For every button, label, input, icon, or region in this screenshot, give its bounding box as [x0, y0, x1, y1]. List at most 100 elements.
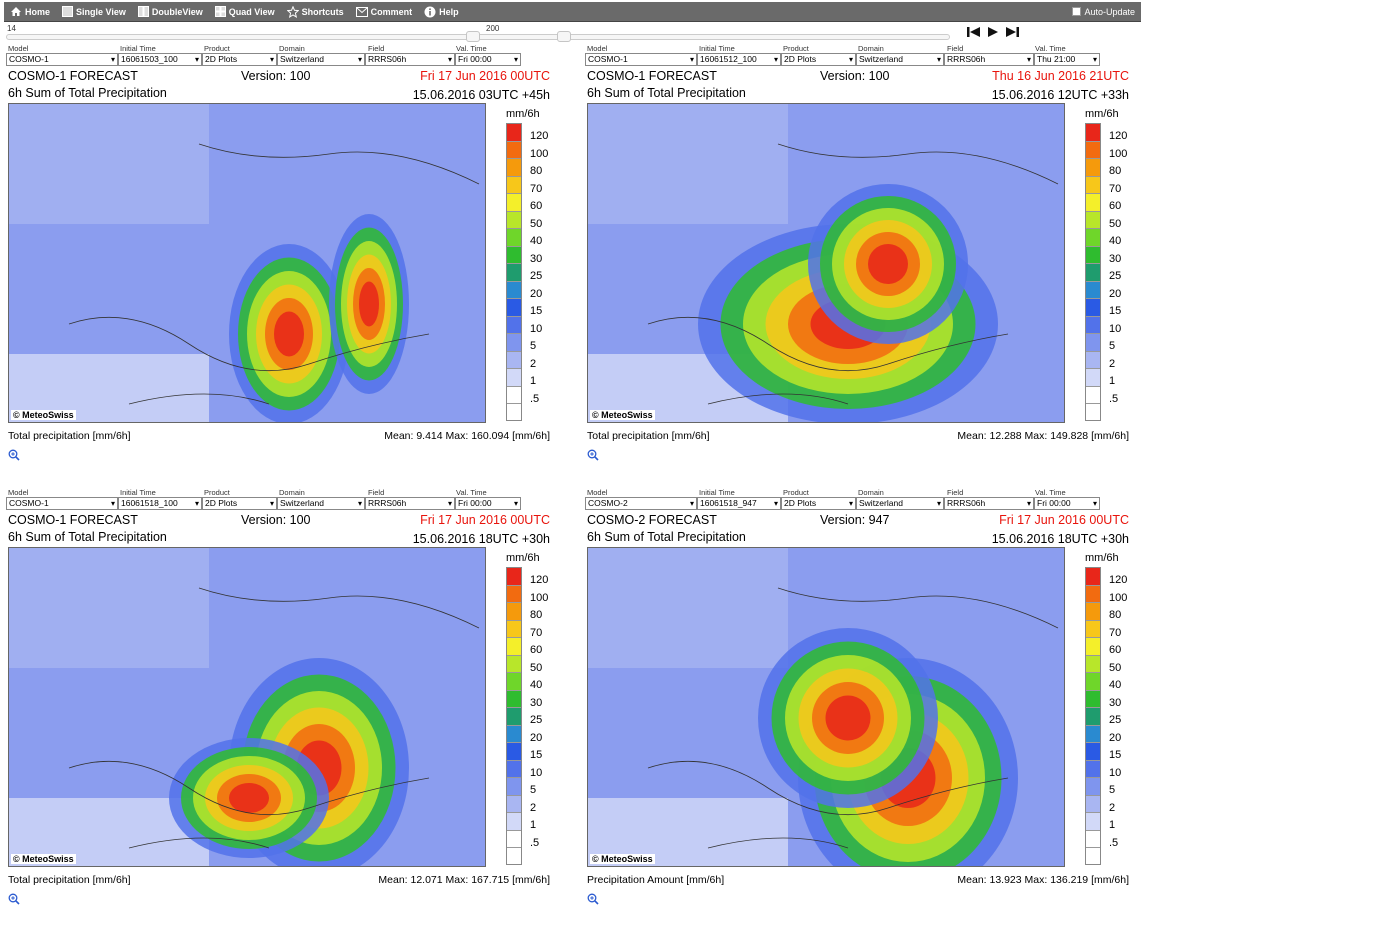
- field-select[interactable]: RRRS06h ▾: [365, 53, 455, 66]
- slider-handle-start[interactable]: [466, 31, 480, 42]
- colorbar-swatch: [507, 246, 521, 264]
- colorbar-tick-label: 100: [530, 591, 549, 604]
- colorbar-tick-label: 40: [1109, 679, 1122, 691]
- quad-view-button[interactable]: Quad View: [209, 2, 281, 22]
- chevron-down-icon: ▾: [773, 55, 778, 64]
- colorbar: [1085, 567, 1101, 865]
- product-select[interactable]: 2D Plots ▾: [202, 497, 277, 510]
- skip-back-icon[interactable]: [967, 26, 981, 38]
- colorbar-tick-label: 2: [530, 357, 537, 370]
- auto-update-toggle[interactable]: Auto-Update: [1072, 7, 1141, 17]
- play-icon[interactable]: [987, 26, 999, 38]
- product-select[interactable]: 2D Plots ▾: [781, 497, 856, 510]
- forecast-title: COSMO-1 FORECAST: [587, 69, 717, 83]
- home-label: Home: [25, 6, 51, 17]
- zoom-icon[interactable]: [8, 449, 20, 461]
- colorbar-tick-label: .5: [1109, 392, 1119, 405]
- single-view-button[interactable]: Single View: [56, 2, 132, 22]
- domain-select[interactable]: Switzerland ▾: [856, 53, 944, 66]
- val-time-select[interactable]: Thu 21:00 ▾: [1034, 53, 1100, 66]
- shortcuts-button[interactable]: Shortcuts: [281, 2, 350, 22]
- valid-time: Fri 17 Jun 2016 00UTC: [420, 513, 550, 527]
- zoom-icon[interactable]: [587, 893, 599, 905]
- double-view-label: DoubleView: [151, 6, 203, 17]
- colorbar-swatch: [507, 264, 521, 282]
- forecast-title: COSMO-1 FORECAST: [8, 513, 138, 527]
- model-select[interactable]: COSMO-1 ▾: [6, 497, 118, 510]
- initial-time-select[interactable]: 16061518_947 ▾: [697, 497, 781, 510]
- selector-row: COSMO-2 ▾ 16061518_947 ▾ 2D Plots ▾ Switzer…: [585, 497, 1145, 511]
- field-select[interactable]: RRRS06h ▾: [944, 497, 1034, 510]
- colorbar-swatch: [1086, 299, 1100, 317]
- colorbar-tick-label: 15: [1109, 749, 1122, 761]
- domain-select[interactable]: Switzerland ▾: [277, 53, 365, 66]
- initial-time-value: 16061518_100: [121, 498, 178, 508]
- initial-time-select[interactable]: 16061503_100 ▾: [118, 53, 202, 66]
- selector-row: COSMO-1 ▾ 16061503_100 ▾ 2D Plots ▾ Switzer…: [6, 53, 566, 67]
- envelope-icon: [355, 6, 368, 17]
- precipitation-map[interactable]: © MeteoSwiss: [587, 103, 1065, 423]
- shortcuts-label: Shortcuts: [301, 6, 344, 17]
- model-value: COSMO-2: [588, 498, 628, 508]
- colorbar-tick-label: 25: [530, 270, 543, 282]
- initial-time-select[interactable]: 16061518_100 ▾: [118, 497, 202, 510]
- colorbar-swatch: [1086, 725, 1100, 743]
- zoom-icon[interactable]: [587, 449, 599, 461]
- colorbar-swatch: [1086, 708, 1100, 726]
- comment-button[interactable]: Comment: [350, 2, 419, 22]
- colorbar-tick-label: 30: [530, 252, 543, 265]
- colorbar-swatch: [1086, 281, 1100, 299]
- model-select[interactable]: COSMO-2 ▾: [585, 497, 697, 510]
- chevron-down-icon: ▾: [110, 55, 115, 64]
- colorbar-swatch: [1086, 159, 1100, 177]
- forecast-title: COSMO-2 FORECAST: [587, 513, 717, 527]
- auto-update-checkbox[interactable]: [1072, 7, 1082, 16]
- double-view-button[interactable]: DoubleView: [132, 2, 209, 22]
- domain-select[interactable]: Switzerland ▾: [277, 497, 365, 510]
- product-value: 2D Plots: [784, 54, 817, 64]
- val-time-select[interactable]: Fri 00:00 ▾: [455, 53, 521, 66]
- colorbar-tick-label: 25: [1109, 270, 1122, 282]
- colorbar-swatch: [507, 141, 521, 159]
- product-select[interactable]: 2D Plots ▾: [202, 53, 277, 66]
- colorbar-swatch: [1086, 194, 1100, 212]
- precipitation-map[interactable]: © MeteoSwiss: [8, 103, 486, 423]
- val-time-label: Val. Time: [456, 488, 487, 497]
- field-description: Precipitation Amount [mm/6h]: [587, 874, 725, 886]
- precipitation-field-graphic: [9, 548, 485, 866]
- quad-view-label: Quad View: [228, 6, 275, 17]
- initial-time-select[interactable]: 16061512_100 ▾: [697, 53, 781, 66]
- colorbar-swatch: [507, 813, 521, 831]
- colorbar-swatch: [1086, 386, 1100, 404]
- precipitation-map[interactable]: © MeteoSwiss: [587, 547, 1065, 867]
- colorbar-swatch: [1086, 830, 1100, 848]
- field-select[interactable]: RRRS06h ▾: [944, 53, 1034, 66]
- colorbar-swatch: [507, 211, 521, 229]
- field-select[interactable]: RRRS06h ▾: [365, 497, 455, 510]
- colorbar-swatch: [1086, 813, 1100, 831]
- help-button[interactable]: Help: [418, 2, 465, 22]
- precipitation-map[interactable]: © MeteoSwiss: [8, 547, 486, 867]
- model-select[interactable]: COSMO-1 ▾: [6, 53, 118, 66]
- zoom-icon[interactable]: [8, 893, 20, 905]
- skip-forward-icon[interactable]: [1005, 26, 1019, 38]
- product-select[interactable]: 2D Plots ▾: [781, 53, 856, 66]
- colorbar-tick-label: 70: [530, 626, 543, 639]
- slider-handle-end[interactable]: [557, 31, 571, 42]
- val-time-select[interactable]: Fri 00:00 ▾: [1034, 497, 1100, 510]
- colorbar-swatch: [507, 690, 521, 708]
- colorbar-tick-label: 10: [530, 766, 543, 779]
- colorbar-swatch: [1086, 638, 1100, 656]
- home-button[interactable]: Home: [4, 2, 56, 22]
- colorbar-swatch: [507, 655, 521, 673]
- model-select[interactable]: COSMO-1 ▾: [585, 53, 697, 66]
- field-label: Field: [368, 488, 385, 497]
- colorbar-tick-label: 10: [1109, 322, 1122, 335]
- colorbar-tick-label: 40: [1109, 235, 1122, 247]
- val-time-select[interactable]: Fri 00:00 ▾: [455, 497, 521, 510]
- run-time: 15.06.2016 12UTC +33h: [991, 88, 1129, 102]
- stats-summary: Mean: 12.071 Max: 167.715 [mm/6h]: [378, 874, 550, 886]
- field-value: RRRS06h: [368, 54, 407, 64]
- colorbar-swatch: [507, 778, 521, 796]
- domain-select[interactable]: Switzerland ▾: [856, 497, 944, 510]
